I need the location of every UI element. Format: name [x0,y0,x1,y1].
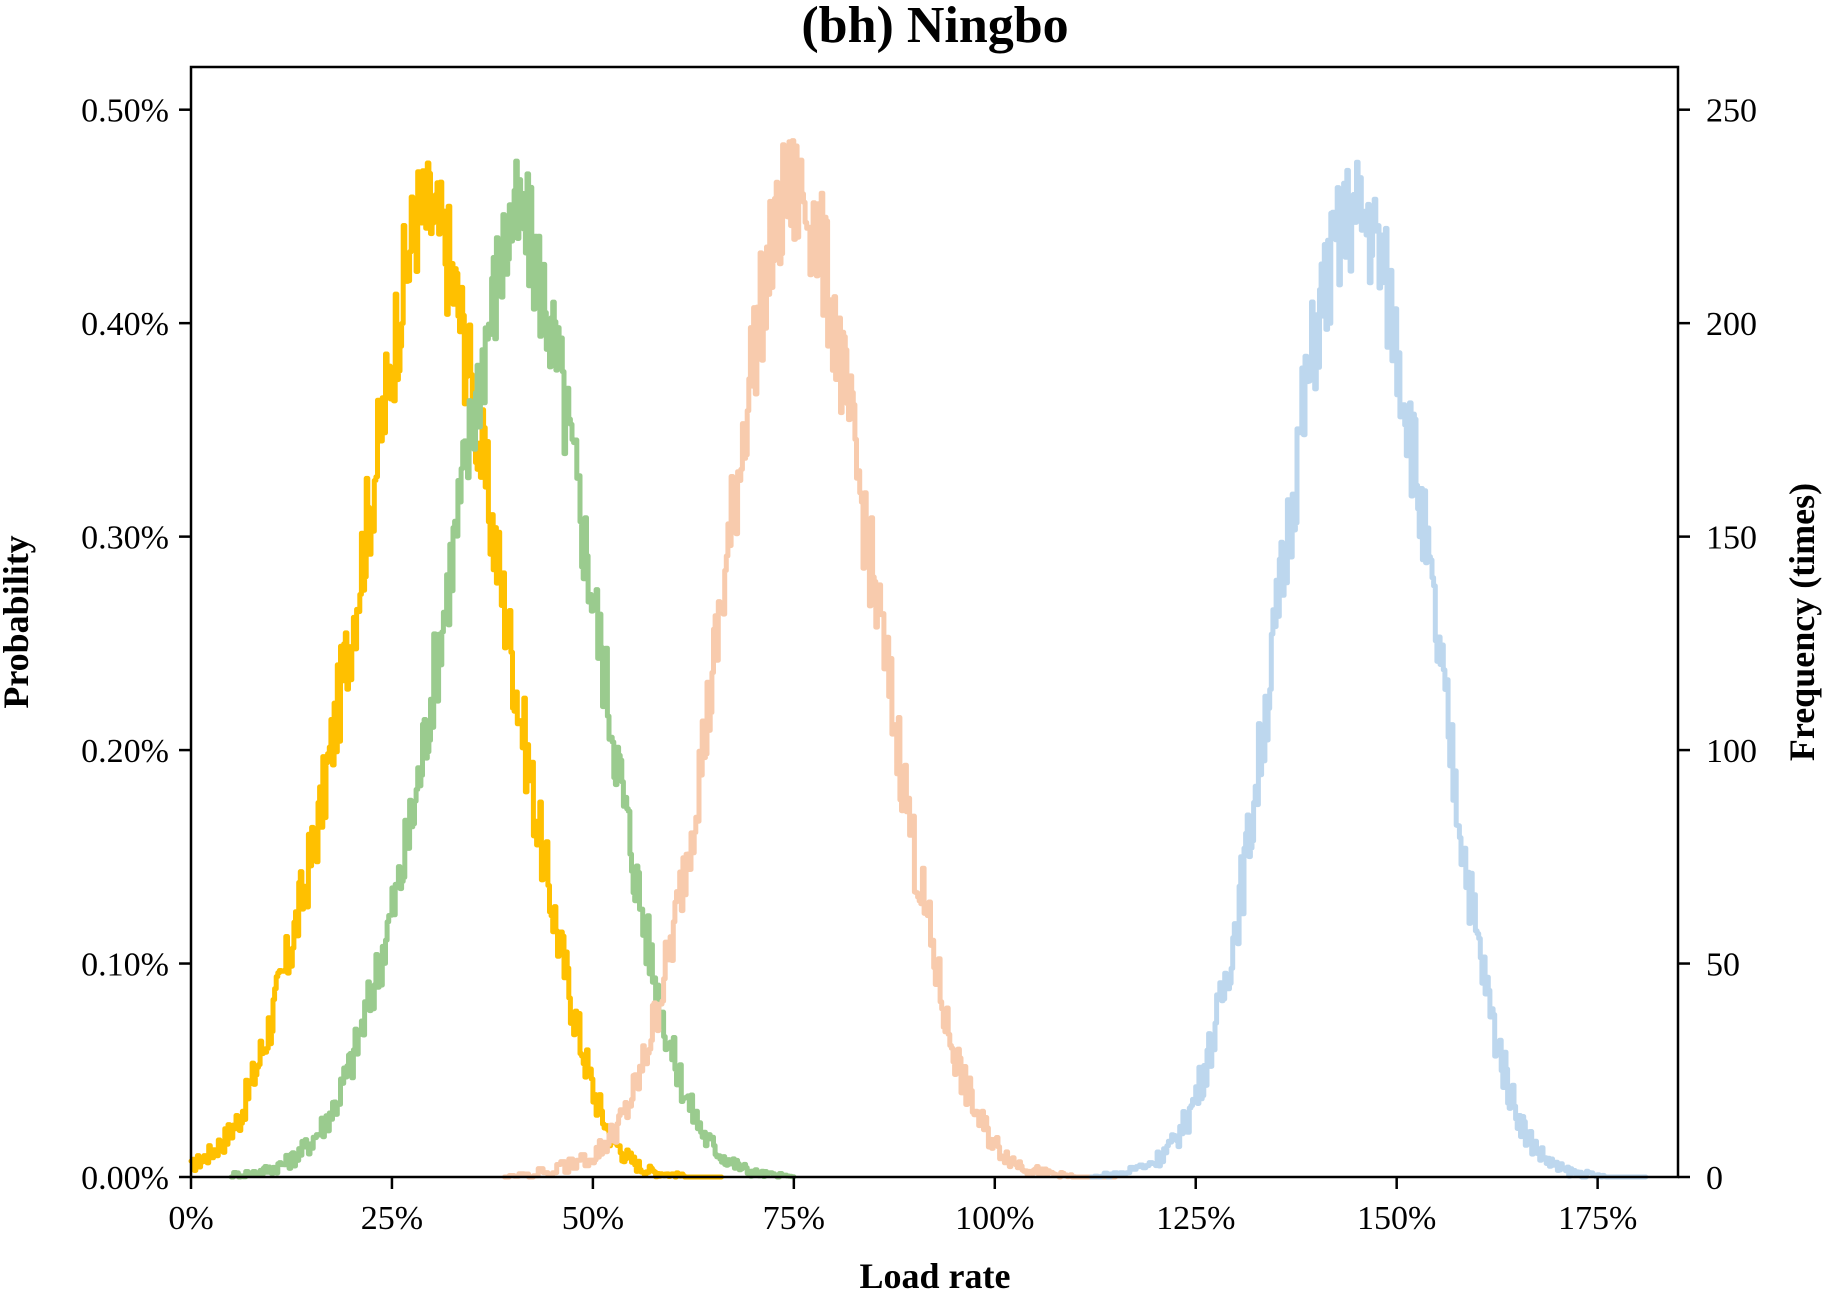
series-line-4 [1088,159,1649,1180]
series-layer [188,138,1649,1180]
x-tick-label-1: 25% [361,1200,423,1237]
y-tick-label-4: 0.40% [81,306,169,343]
x-tick-label-3: 75% [763,1200,825,1237]
y-axis-right: 0 50 100 150 200 250 [1678,93,1757,1197]
x-tick-label-4: 100% [955,1200,1034,1237]
y-axis-left: 0.00% 0.10% 0.20% 0.30% 0.40% 0.50% [81,93,191,1197]
x-tick-label-7: 175% [1558,1200,1637,1237]
chart-title: (bh) Ningbo [801,0,1068,54]
y2-axis-label: Frequency (times) [1782,483,1822,761]
y2-tick-label-2: 100 [1706,733,1757,770]
series-line-3 [502,138,1118,1180]
x-axis: 0% 25% 50% 75% 100% 125% 150% 175% [168,1177,1637,1237]
y2-tick-label-5: 250 [1706,93,1757,130]
y2-tick-label-0: 0 [1706,1160,1723,1197]
y2-tick-label-1: 50 [1706,947,1740,984]
plot-frame [189,65,1680,1179]
series-line-1 [188,160,724,1180]
x-axis-label: Load rate [860,1256,1011,1296]
x-tick-label-6: 150% [1357,1200,1436,1237]
y-tick-label-0: 0.00% [81,1160,169,1197]
x-tick-label-2: 50% [562,1200,624,1237]
y-tick-label-3: 0.30% [81,520,169,557]
y-axis-label: Probability [0,535,36,708]
y2-tick-label-3: 150 [1706,520,1757,557]
x-tick-label-5: 125% [1156,1200,1235,1237]
y-tick-label-2: 0.20% [81,733,169,770]
y-tick-label-5: 0.50% [81,93,169,130]
x-tick-label-0: 0% [168,1200,213,1237]
y-tick-label-1: 0.10% [81,947,169,984]
series-line-2 [228,158,797,1180]
y2-tick-label-4: 200 [1706,306,1757,343]
